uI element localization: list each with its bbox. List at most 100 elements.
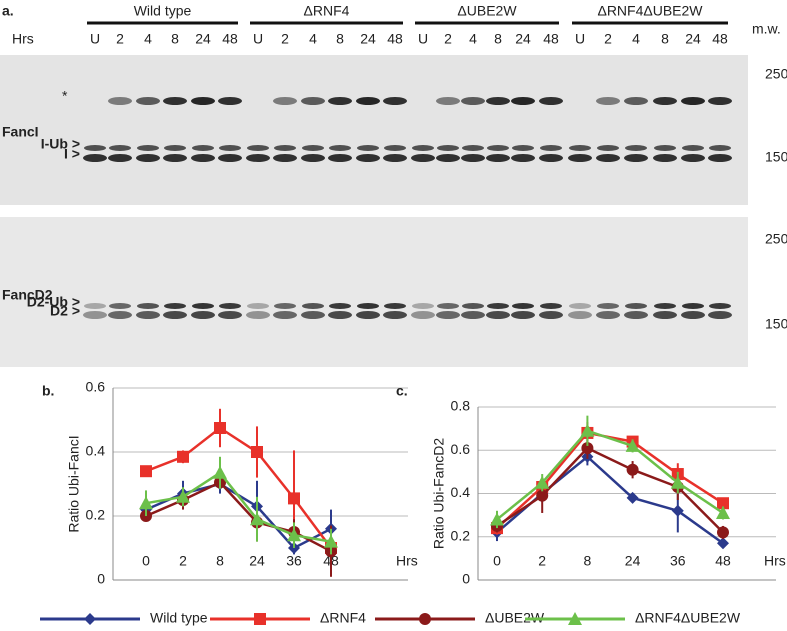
band <box>436 97 460 105</box>
band <box>302 303 324 309</box>
band <box>192 145 214 151</box>
band <box>137 145 159 151</box>
band <box>461 311 485 319</box>
lane-label: 8 <box>336 31 344 47</box>
band <box>83 311 107 319</box>
band-label: D2 > <box>50 303 80 319</box>
band <box>461 154 485 162</box>
lane-label: 48 <box>543 31 559 47</box>
blot-fancd2 <box>0 217 748 367</box>
band <box>540 145 562 151</box>
data-point <box>490 512 504 526</box>
x-tick-label: 0 <box>493 553 501 569</box>
band <box>624 97 648 105</box>
band <box>274 303 296 309</box>
band <box>356 97 380 105</box>
band <box>274 145 296 151</box>
band <box>511 97 535 105</box>
data-point <box>250 512 264 526</box>
data-point <box>670 475 685 489</box>
data-point <box>535 475 550 489</box>
band <box>654 303 676 309</box>
data-point <box>716 505 730 519</box>
band <box>625 145 647 151</box>
band <box>191 154 215 162</box>
y-tick-label: 0.6 <box>86 379 106 395</box>
legend-marker <box>254 613 266 625</box>
data-point <box>626 463 639 476</box>
x-axis-label: Hrs <box>764 553 786 569</box>
band <box>511 311 535 319</box>
band <box>436 154 460 162</box>
band <box>596 154 620 162</box>
data-point <box>251 446 263 458</box>
band <box>512 303 534 309</box>
band <box>246 154 270 162</box>
x-tick-label: 24 <box>249 553 265 569</box>
band <box>539 154 563 162</box>
band <box>218 97 242 105</box>
mw-marker: 150 <box>765 316 787 332</box>
x-tick-label: 0 <box>142 553 150 569</box>
data-point <box>626 491 639 504</box>
group-label: ΔRNF4ΔUBE2W <box>597 3 703 19</box>
band <box>273 311 297 319</box>
band <box>136 311 160 319</box>
legend-label: ΔRNF4ΔUBE2W <box>635 610 741 626</box>
band <box>708 154 732 162</box>
band <box>486 154 510 162</box>
band <box>383 97 407 105</box>
hrs-label: Hrs <box>12 31 34 47</box>
band <box>163 154 187 162</box>
band <box>302 145 324 151</box>
band <box>246 311 270 319</box>
protein-label: FancI <box>2 124 39 140</box>
lane-label: 2 <box>604 31 612 47</box>
band <box>219 145 241 151</box>
data-point <box>177 450 189 463</box>
band <box>411 154 435 162</box>
band <box>569 145 591 151</box>
band <box>384 145 406 151</box>
data-point <box>176 489 190 503</box>
band <box>462 303 484 309</box>
band <box>108 97 132 105</box>
y-tick-label: 0.4 <box>86 443 106 459</box>
lane-label: 2 <box>444 31 452 47</box>
legend-label: ΔUBE2W <box>485 610 545 626</box>
mw-marker: 150 <box>765 149 787 165</box>
band <box>357 303 379 309</box>
lane-label: 8 <box>171 31 179 47</box>
data-point <box>324 534 338 548</box>
lane-label: 24 <box>515 31 531 47</box>
lane-label: 48 <box>387 31 403 47</box>
band <box>383 154 407 162</box>
lane-label: U <box>90 31 100 47</box>
band <box>597 303 619 309</box>
band <box>301 97 325 105</box>
group-label: ΔRNF4 <box>304 3 350 19</box>
y-tick-label: 0.4 <box>451 484 471 500</box>
band <box>539 311 563 319</box>
x-tick-label: 36 <box>286 553 302 569</box>
mw-marker: 250 <box>765 66 787 82</box>
series-line <box>145 426 333 549</box>
data-point <box>536 489 549 502</box>
band <box>219 303 241 309</box>
panel-label: c. <box>396 383 408 399</box>
mw-label: m.w. <box>752 21 781 37</box>
y-tick-label: 0.8 <box>451 398 471 414</box>
x-axis-label: Hrs <box>396 553 418 569</box>
x-tick-label: 8 <box>584 553 592 569</box>
band <box>487 303 509 309</box>
series-line <box>145 480 332 553</box>
band <box>108 154 132 162</box>
blot-fanci <box>0 55 748 205</box>
band <box>83 154 107 162</box>
legend-label: ΔRNF4 <box>320 610 366 626</box>
band <box>411 311 435 319</box>
band <box>247 303 269 309</box>
x-tick-label: 36 <box>670 553 686 569</box>
lane-label: 24 <box>685 31 701 47</box>
group-label: Wild type <box>134 3 192 19</box>
